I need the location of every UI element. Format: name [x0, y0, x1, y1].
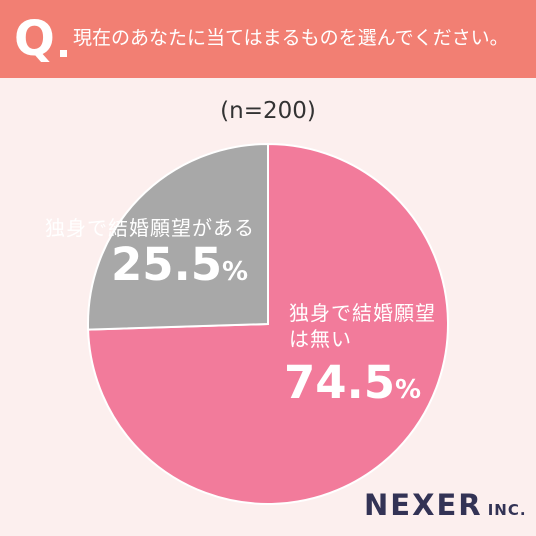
logo-sub: INC.	[487, 501, 527, 519]
sample-size-label: (n=200)	[220, 98, 316, 124]
percent-sign: %	[222, 257, 249, 287]
slice-percent-gray: 25.5%	[111, 238, 248, 291]
percent-sign: %	[395, 375, 422, 405]
slice-label-pink: 独身で結婚願望は無い	[289, 301, 436, 351]
pie-slice-marriage-wish	[87, 142, 269, 331]
q-dot	[60, 50, 67, 57]
slice-percent-pink-value: 74.5	[284, 356, 396, 409]
logo-main: NEXER	[364, 488, 483, 522]
question-text: 現在のあなたに当てはまるものを選んでください。	[73, 27, 509, 49]
slice-percent-gray-value: 25.5	[111, 238, 223, 291]
q-mark: Q	[14, 11, 55, 67]
slice-percent-pink: 74.5%	[284, 356, 421, 409]
question-header: Q 現在のあなたに当てはまるものを選んでください。	[0, 0, 536, 78]
nexer-logo: NEXER INC.	[364, 488, 527, 522]
slice-label-gray: 独身で結婚願望がある	[45, 216, 255, 240]
